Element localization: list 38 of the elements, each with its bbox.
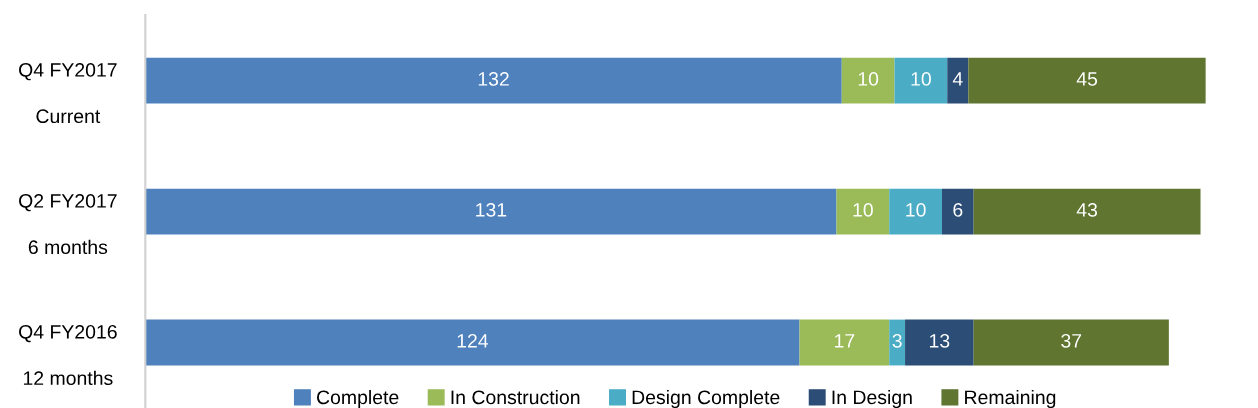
data-label: 131: [476, 203, 507, 217]
data-label: 37: [1061, 333, 1082, 348]
data-label: 17: [835, 334, 855, 348]
legend-label: In Design: [832, 389, 912, 408]
category-label: Q2 FY2017 6 months: [19, 194, 117, 255]
category-label: Q4 FY2017 Current: [19, 63, 117, 124]
bar: [894, 57, 948, 104]
bar: [145, 319, 800, 366]
legend-label: Remaining: [965, 389, 1056, 408]
bar: [947, 57, 969, 104]
bar: [941, 188, 974, 235]
bar: [836, 188, 890, 235]
legend-label: In Construction: [451, 389, 580, 405]
data-label: 10: [911, 72, 931, 86]
bar: [145, 57, 842, 104]
bar: [973, 319, 1169, 366]
bar: [841, 57, 895, 104]
data-label: 45: [1076, 72, 1098, 86]
data-label: 6: [953, 203, 963, 217]
data-label: 10: [853, 203, 873, 217]
bar: [889, 319, 906, 366]
data-label: 10: [858, 72, 879, 86]
bar: [968, 57, 1206, 104]
data-label: 124: [457, 333, 489, 348]
category-label: Q4 FY2016 12 months: [19, 324, 117, 386]
bar: [145, 188, 837, 235]
data-label: 132: [478, 72, 509, 86]
data-label: 10: [906, 203, 926, 217]
data-label: 4: [952, 72, 963, 86]
bar: [889, 188, 942, 235]
bar: [905, 319, 974, 366]
data-label: 13: [930, 333, 950, 348]
bar: [799, 319, 890, 366]
data-label: 43: [1076, 203, 1098, 217]
legend-label: Design Complete: [632, 389, 780, 408]
legend-label: Complete: [317, 389, 399, 408]
bar: [973, 188, 1201, 235]
data-label: 3: [892, 333, 902, 348]
